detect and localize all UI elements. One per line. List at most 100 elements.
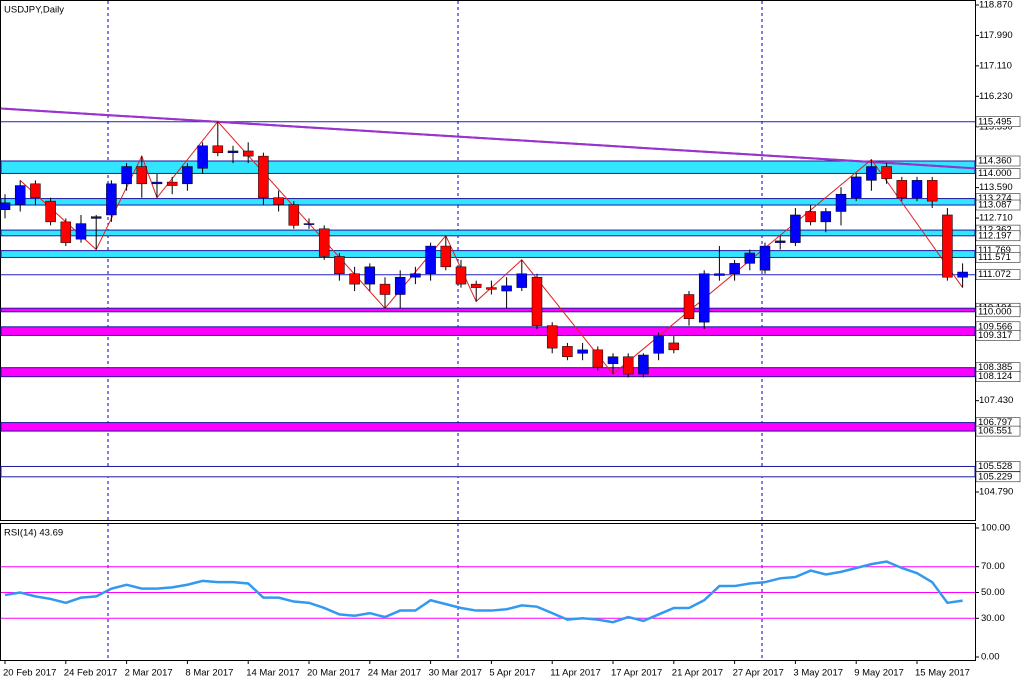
x-tick-label: 14 Mar 2017 xyxy=(246,668,299,679)
candle-body xyxy=(744,252,756,264)
chart-title: USDJPY,Daily xyxy=(4,5,64,16)
price-pane xyxy=(0,0,976,521)
level-label-box xyxy=(975,155,1021,167)
level-label: 115.495 xyxy=(978,116,1012,127)
candle-body xyxy=(182,166,193,185)
level-label: 106.551 xyxy=(978,426,1012,437)
level-label-box xyxy=(975,330,1021,341)
candle-body xyxy=(45,200,56,223)
zone xyxy=(0,250,976,258)
candle-body xyxy=(926,180,938,202)
level-label: 113.274 xyxy=(978,193,1012,204)
y-tick-label: 116.230 xyxy=(979,91,1013,102)
candle-body xyxy=(303,223,315,225)
candle-body xyxy=(881,166,892,179)
zone xyxy=(0,465,976,478)
candle-body xyxy=(668,342,680,351)
level-label-box xyxy=(975,371,1021,382)
candle-body xyxy=(592,349,604,368)
level-label: 108.124 xyxy=(978,371,1012,382)
level-label: 112.362 xyxy=(978,225,1012,236)
level-label-box xyxy=(975,116,1021,127)
candle-body xyxy=(911,180,923,198)
candle-body xyxy=(942,214,953,278)
candle-body xyxy=(683,294,695,319)
candle-body xyxy=(622,356,634,375)
candle-body xyxy=(729,263,740,274)
candle-body xyxy=(121,166,132,185)
zone xyxy=(0,198,976,206)
y-tick-label: 100.00 xyxy=(981,523,1010,534)
candle-body xyxy=(866,166,877,181)
candle-body xyxy=(166,181,178,186)
zone xyxy=(0,229,976,237)
y-tick-label: 104.790 xyxy=(979,487,1013,498)
level-label-box xyxy=(975,230,1021,242)
level-label-box xyxy=(975,199,1021,211)
candle-body xyxy=(60,221,72,243)
y-tick-label: 0.00 xyxy=(981,652,1000,663)
x-tick-label: 5 Apr 2017 xyxy=(489,668,535,679)
candle-body xyxy=(410,273,421,278)
rsi-line xyxy=(4,560,963,624)
x-tick-label: 17 Apr 2017 xyxy=(611,668,662,679)
candle-body xyxy=(531,276,543,326)
candle-body xyxy=(440,245,452,268)
x-tick-label: 27 Apr 2017 xyxy=(733,668,784,679)
zone xyxy=(0,326,976,336)
level-label: 108.385 xyxy=(978,362,1012,373)
level-label-box xyxy=(975,168,1021,179)
candle-body xyxy=(562,346,573,358)
candle-body xyxy=(379,283,391,295)
candle-body xyxy=(805,211,816,223)
candle-body xyxy=(242,150,254,157)
y-tick-label: 113.590 xyxy=(979,182,1013,193)
x-tick-label: 9 May 2017 xyxy=(854,668,904,679)
x-tick-label: 8 Mar 2017 xyxy=(185,668,233,679)
level-label: 111.769 xyxy=(978,245,1011,256)
x-tick-label: 30 Mar 2017 xyxy=(429,668,482,679)
level-label: 109.566 xyxy=(978,321,1012,332)
candle-body xyxy=(273,197,284,205)
x-tick-label: 11 Apr 2017 xyxy=(550,668,601,679)
candle-body xyxy=(516,273,528,288)
candle-body xyxy=(835,193,847,212)
level-label-box xyxy=(975,252,1021,263)
candle-body xyxy=(318,228,330,257)
level-label: 105.229 xyxy=(978,471,1012,482)
x-tick-label: 2 Mar 2017 xyxy=(125,668,173,679)
candle-body xyxy=(151,181,163,185)
candle-body xyxy=(714,273,725,276)
level-label: 111.072 xyxy=(978,269,1011,280)
x-tick-label: 20 Feb 2017 xyxy=(3,668,56,679)
level-label: 114.360 xyxy=(978,156,1012,167)
level-label: 113.087 xyxy=(978,200,1012,211)
candle-body xyxy=(30,183,41,198)
x-tick-label: 3 May 2017 xyxy=(793,668,843,679)
candle-body xyxy=(820,211,832,223)
level-label-box xyxy=(975,461,1021,472)
y-tick-label: 117.110 xyxy=(979,60,1012,71)
x-tick-label: 20 Mar 2017 xyxy=(307,668,360,679)
level-label-box xyxy=(975,425,1021,437)
candle-body xyxy=(212,145,224,153)
candle-body xyxy=(106,183,117,216)
x-tick-label: 24 Feb 2017 xyxy=(64,668,117,679)
candle-body xyxy=(455,266,467,285)
level-label: 109.317 xyxy=(978,330,1012,341)
candle-body xyxy=(349,273,360,285)
zone xyxy=(0,367,976,378)
level-label: 105.528 xyxy=(978,461,1012,472)
x-tick-label: 24 Mar 2017 xyxy=(368,668,421,679)
rsi-title: RSI(14) 43.69 xyxy=(4,528,63,539)
level-label-box xyxy=(975,471,1021,483)
y-tick-label: 117.990 xyxy=(979,30,1013,41)
level-label-box xyxy=(975,306,1021,318)
candle-body xyxy=(470,283,482,288)
zone xyxy=(0,307,976,313)
candle-body xyxy=(258,155,269,198)
candle-body xyxy=(334,256,345,274)
candle-body xyxy=(957,271,968,278)
level-label: 112.197 xyxy=(978,230,1012,241)
